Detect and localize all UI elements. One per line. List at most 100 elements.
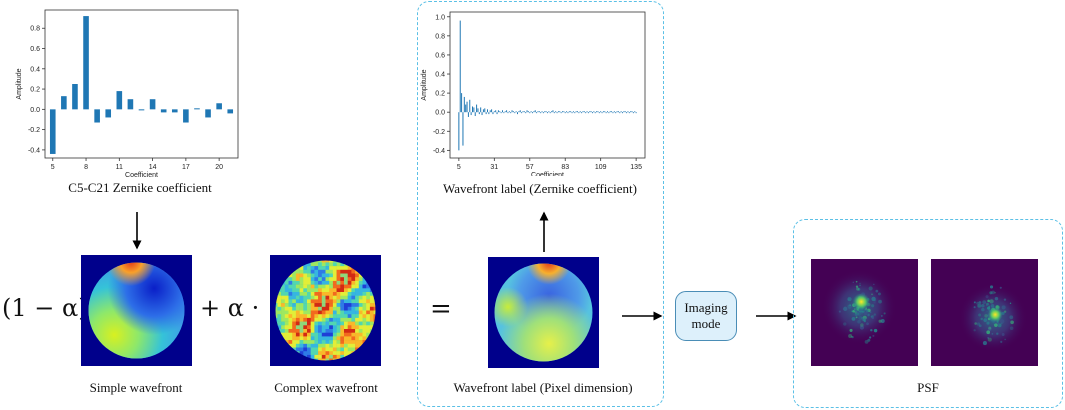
bar-mark	[549, 112, 551, 114]
y-axis-label: Amplitude	[421, 69, 428, 100]
bar-mark	[564, 112, 566, 114]
bar-mark	[61, 96, 67, 110]
x-tick-label: 135	[630, 164, 642, 171]
bar-mark	[171, 109, 178, 113]
caption-label-zernike: Wavefront label (Zernike coefficient)	[443, 181, 637, 196]
bar-mark	[585, 112, 587, 114]
bar-mark	[581, 112, 583, 114]
bar-mark	[624, 111, 626, 113]
bar-mark	[472, 106, 473, 113]
bar-mark	[465, 104, 467, 113]
bar-mark	[596, 111, 598, 113]
bar-mark	[477, 108, 479, 113]
caption-complex-wavefront: Complex wavefront	[274, 380, 378, 395]
bar-mark	[631, 111, 633, 113]
x-tick-label: 109	[595, 164, 607, 171]
bar-mark	[485, 112, 487, 115]
bar-mark	[620, 111, 622, 113]
bar-mark	[510, 112, 512, 114]
bar-mark	[507, 112, 509, 114]
x-tick-label: 5	[457, 164, 461, 171]
bar-mark	[608, 112, 610, 114]
y-tick-label: -0.2	[433, 129, 445, 136]
bar-mark	[587, 112, 589, 114]
bar-mark	[205, 109, 211, 118]
bar-mark	[582, 111, 584, 113]
bar-mark	[138, 109, 145, 111]
y-tick-label: 0.6	[30, 46, 40, 53]
bar-mark	[488, 112, 490, 115]
bar-mark	[482, 109, 484, 113]
y-tick-label: -0.4	[28, 147, 40, 154]
bar-mark	[567, 112, 569, 114]
bar-mark	[635, 112, 637, 114]
y-tick-label: 0.0	[30, 107, 40, 114]
y-tick-label: 0.4	[30, 66, 40, 73]
bar-mark	[526, 110, 528, 113]
psf-image-2	[931, 259, 1038, 366]
bar-mark	[512, 111, 514, 113]
bar-mark	[630, 111, 632, 113]
bar-mark	[563, 111, 565, 113]
bar-mark	[586, 111, 588, 113]
y-tick-label: 0.8	[435, 33, 445, 40]
bar-mark	[518, 111, 520, 113]
x-tick-label: 83	[561, 164, 569, 171]
imaging-mode-line2: mode	[691, 316, 721, 331]
y-tick-label: 0.8	[30, 26, 40, 33]
bar-mark	[605, 112, 607, 114]
bar-mark	[570, 111, 572, 113]
bar-mark	[622, 112, 623, 114]
bar-mark	[503, 112, 505, 114]
imaging-mode-line1: Imaging	[684, 300, 728, 315]
bar-mark	[615, 112, 617, 114]
y-tick-label: -0.4	[433, 148, 445, 155]
bar-mark	[574, 112, 576, 114]
y-tick-label: 0.2	[30, 87, 40, 94]
bar-mark	[511, 110, 513, 113]
bar-mark	[476, 104, 478, 113]
bar-mark	[49, 109, 56, 154]
bar-mark	[466, 101, 468, 113]
bar-mark	[533, 111, 535, 113]
caption-psf: PSF	[917, 380, 939, 395]
bar-mark	[577, 111, 578, 113]
bar-mark	[612, 112, 614, 114]
bar-mark	[496, 112, 498, 115]
pixel-wavefront-label-image	[488, 257, 599, 368]
bar-mark	[523, 111, 525, 113]
bar-mark	[216, 103, 222, 110]
bar-mark	[500, 112, 502, 114]
axes-frame	[449, 11, 646, 159]
bar-mark	[578, 112, 580, 114]
bar-mark	[592, 112, 593, 114]
bar-mark	[532, 112, 533, 114]
bar-mark	[194, 108, 200, 110]
x-tick-label: 5	[51, 164, 55, 171]
x-tick-label: 20	[215, 164, 223, 171]
bar-mark	[598, 112, 600, 114]
bar-mark	[473, 107, 475, 113]
psf-image-1	[811, 259, 918, 366]
bar-mark	[491, 109, 493, 113]
bar-mark	[72, 84, 78, 110]
bar-mark	[619, 112, 621, 114]
bar-mark	[504, 111, 506, 113]
bar-mark	[499, 111, 501, 113]
bar-mark	[502, 110, 503, 113]
bar-mark	[571, 112, 573, 114]
bar-mark	[489, 110, 491, 113]
bar-mark	[607, 111, 608, 113]
bar-mark	[601, 112, 603, 114]
axes-frame	[44, 9, 239, 159]
bar-mark	[470, 112, 472, 116]
bar-mark	[593, 111, 595, 113]
bar-mark	[617, 111, 619, 113]
bar-mark	[583, 111, 585, 113]
bar-mark	[572, 111, 574, 113]
bar-mark	[611, 111, 613, 113]
x-axis-label: Coefficient	[531, 172, 564, 176]
bar-mark	[575, 111, 577, 113]
bar-mark	[613, 111, 615, 113]
